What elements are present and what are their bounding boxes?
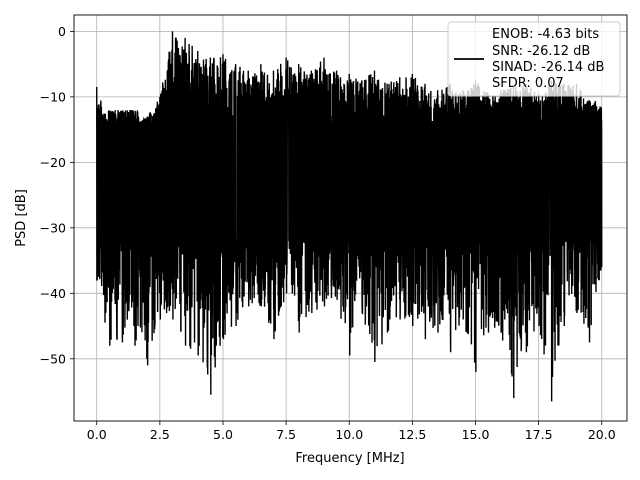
x-axis-ticks: 0.0 2.5 5.0 7.5 10.0 12.5 15.0 17.5 20.0 xyxy=(87,421,616,442)
x-tick-label: 0.0 xyxy=(87,427,107,442)
x-tick-label: 10.0 xyxy=(335,427,363,442)
x-axis-label: Frequency [MHz] xyxy=(295,451,404,466)
psd-series-polyline xyxy=(96,31,603,402)
legend: ENOB: -4.63 bits SNR: -26.12 dB SINAD: -… xyxy=(447,21,621,97)
y-tick-label: −40 xyxy=(40,286,66,301)
x-tick-label: 17.5 xyxy=(525,427,553,442)
x-tick-label: 7.5 xyxy=(276,427,296,442)
x-tick-label: 2.5 xyxy=(150,427,170,442)
legend-entry-enob: ENOB: -4.63 bits xyxy=(492,27,599,42)
x-tick-label: 15.0 xyxy=(462,427,490,442)
plot-frame xyxy=(73,14,628,422)
x-tick-label: 5.0 xyxy=(213,427,233,442)
y-tick-label: −50 xyxy=(40,351,66,366)
y-tick-label: −30 xyxy=(40,220,66,235)
x-tick-label: 12.5 xyxy=(398,427,426,442)
y-tick-label: −10 xyxy=(40,89,66,104)
x-tick-label: 20.0 xyxy=(588,427,616,442)
psd-series-line xyxy=(96,31,603,402)
y-axis-label: PSD [dB] xyxy=(14,189,29,247)
y-axis-ticks: 0 −10 −20 −30 −40 −50 xyxy=(40,24,74,366)
legend-entry-sinad: SINAD: -26.14 dB xyxy=(492,60,604,75)
legend-entry-snr: SNR: -26.12 dB xyxy=(492,44,590,59)
y-tick-label: −20 xyxy=(40,155,66,170)
y-tick-label: 0 xyxy=(58,24,66,39)
legend-box xyxy=(447,21,621,97)
legend-entry-sfdr: SFDR: 0.07 xyxy=(492,76,564,91)
